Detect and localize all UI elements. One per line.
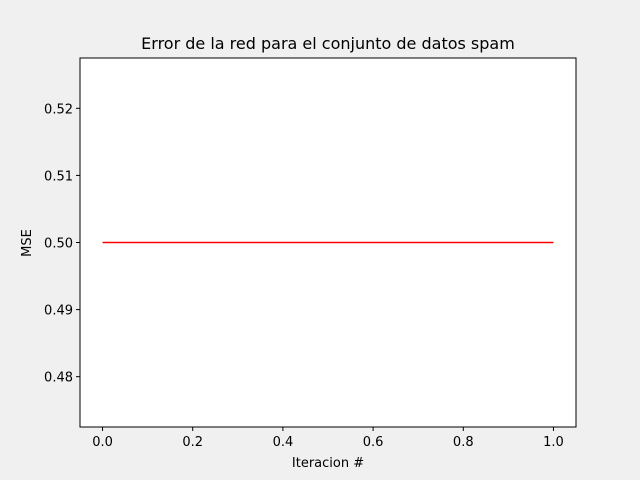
x-axis-label: Iteracion # bbox=[292, 456, 364, 471]
x-tick-label: 1.0 bbox=[543, 435, 564, 450]
y-axis-label: MSE bbox=[20, 229, 35, 257]
y-tick-label: 0.48 bbox=[44, 371, 73, 386]
y-tick-label: 0.50 bbox=[44, 237, 73, 252]
chart-title: Error de la red para el conjunto de dato… bbox=[141, 34, 515, 53]
x-tick-label: 0.4 bbox=[273, 435, 294, 450]
y-tick-label: 0.49 bbox=[44, 304, 73, 319]
x-tick-label: 0.8 bbox=[453, 435, 474, 450]
x-axis: 0.0 0.2 0.4 0.6 0.8 1.0 bbox=[92, 427, 564, 450]
x-tick-label: 0.6 bbox=[363, 435, 384, 450]
y-tick-label: 0.52 bbox=[44, 102, 73, 117]
y-tick-label: 0.51 bbox=[44, 169, 73, 184]
y-axis: 0.48 0.49 0.50 0.51 0.52 bbox=[44, 102, 80, 386]
x-tick-label: 0.2 bbox=[182, 435, 203, 450]
x-tick-label: 0.0 bbox=[92, 435, 113, 450]
